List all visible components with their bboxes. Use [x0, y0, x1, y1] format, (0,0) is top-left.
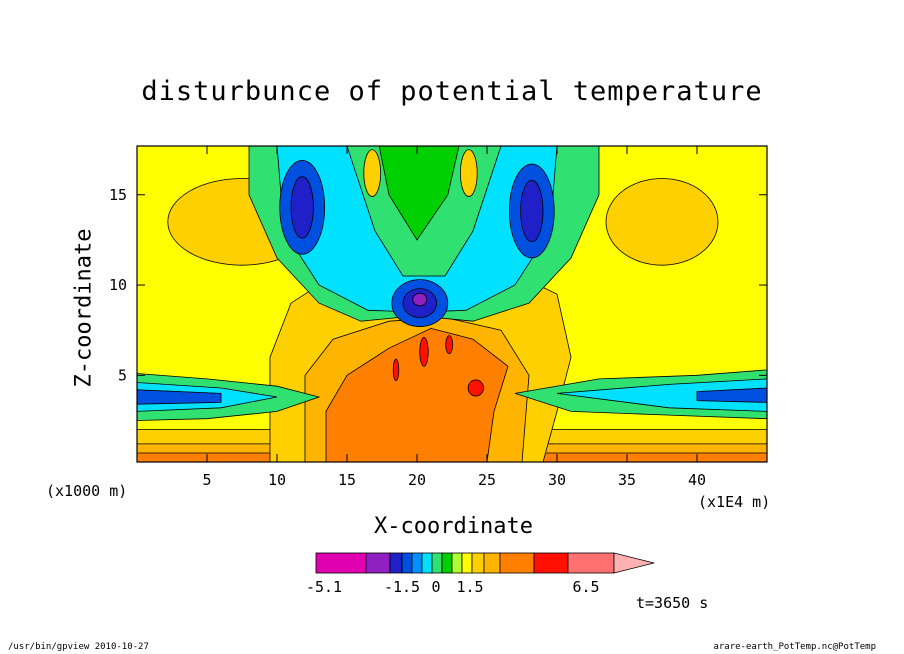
- x-unit-label-right: (x1E4 m): [698, 493, 771, 511]
- y-tick-label: 5: [118, 366, 127, 384]
- x-tick-label: 25: [478, 471, 496, 489]
- contour-layers: [137, 146, 767, 462]
- x-tick-label: 20: [408, 471, 426, 489]
- hot-spot-3: [467, 379, 484, 397]
- colorbar-segment: [499, 552, 535, 574]
- x-tick-label: 10: [268, 471, 286, 489]
- footer-file: arare-earth_PotTemp.nc@PotTemp: [713, 642, 876, 652]
- y-tick-label: 10: [109, 276, 127, 294]
- time-label: t=3650 s: [636, 594, 709, 612]
- colorbar-segment: [471, 552, 485, 574]
- upper-warm-streak-2: [459, 149, 478, 197]
- colorbar-segment: [461, 552, 473, 574]
- right-cold-tongue-blue: [696, 387, 767, 403]
- y-tick-label: 15: [109, 186, 127, 204]
- hot-spot-4: [392, 358, 400, 382]
- x-tick-label: 15: [338, 471, 356, 489]
- hot-spot-1: [419, 337, 429, 367]
- colorbar-label: -1.5: [384, 578, 420, 596]
- colorbar-segment: [441, 552, 453, 574]
- colorbar-segment: [365, 552, 391, 574]
- x-tick-label: 40: [688, 471, 706, 489]
- x-tick-label: 5: [202, 471, 211, 489]
- colorbar-label: 6.5: [572, 578, 599, 596]
- plot-frame: [136, 145, 768, 463]
- colorbar-label: -5.1: [306, 578, 342, 596]
- x-tick-label: 30: [548, 471, 566, 489]
- colorbar-label: 1.5: [456, 578, 483, 596]
- top-center-green: [378, 146, 460, 241]
- colorbar-segment: [451, 552, 463, 574]
- contour-field: [137, 146, 767, 462]
- colorbar-segment: [421, 552, 433, 574]
- y-axis-label: Z-coordinate: [71, 228, 97, 388]
- upper-plume-cyan: [276, 146, 558, 313]
- right-plume-navy: [520, 179, 544, 243]
- right-cold-tongue-cyan: [556, 378, 767, 412]
- colorbar-segment: [431, 552, 443, 574]
- colorbar-segment: [483, 552, 501, 574]
- colorbar-segment: [315, 552, 367, 574]
- chart-title: disturbunce of potential temperature: [141, 76, 763, 107]
- center-plume-purple: [412, 292, 428, 307]
- footer-program: /usr/bin/gpview 2010-10-27: [8, 642, 149, 652]
- x-tick-label: 35: [618, 471, 636, 489]
- upper-warm-streak-1: [363, 149, 382, 197]
- colorbar-extension: [613, 552, 655, 574]
- colorbar-label: 0: [431, 578, 440, 596]
- colorbar-segment: [533, 552, 569, 574]
- x-axis-label: X-coordinate: [374, 514, 533, 539]
- axes: 5 10 15 20 25 30 35 40 5 10 15: [109, 145, 768, 489]
- colorbar-segment: [411, 552, 423, 574]
- colorbar-segment: [389, 552, 403, 574]
- colorbar: -5.1 -1.5 0 1.5 6.5: [306, 552, 655, 596]
- colorbar-segment: [567, 552, 615, 574]
- central-hot-core: [325, 327, 509, 462]
- left-plume-navy: [290, 176, 314, 239]
- left-cold-tongue-blue: [137, 389, 222, 405]
- right-upper-lobe: [605, 178, 719, 266]
- colorbar-segment: [401, 552, 413, 574]
- hot-spot-2: [445, 335, 454, 355]
- x-unit-label-left: (x1000 m): [46, 482, 128, 500]
